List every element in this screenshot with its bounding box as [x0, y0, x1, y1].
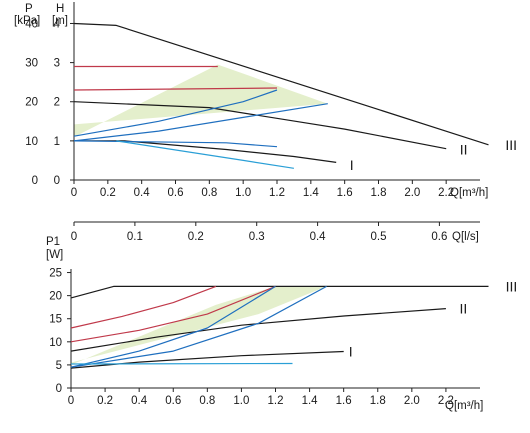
y-tick-label: 15	[49, 314, 62, 326]
y-left-tick-label: 20	[25, 97, 38, 109]
series-line	[73, 140, 278, 148]
series-label: II	[460, 141, 468, 157]
x-tick-label: 1.2	[268, 395, 284, 407]
series-line	[73, 89, 278, 137]
secondary-tick-label: 0.1	[127, 231, 143, 243]
y-left-tick-label: 0	[32, 175, 38, 187]
x-tick-label: 2.2	[438, 187, 454, 199]
x-axis-label-top: Q[m³/h]	[450, 187, 488, 199]
y-right-tick-label: 3	[54, 58, 60, 70]
series-line	[116, 140, 294, 169]
x-axis-label-bottom: Q[m³/h]	[445, 400, 483, 412]
y-tick-label: 20	[49, 291, 62, 303]
y-right-tick-label: 1	[54, 136, 60, 148]
series-label: III	[505, 137, 517, 153]
x-tick-label: 1.6	[336, 395, 352, 407]
y-left-tick-label: 30	[25, 58, 38, 70]
secondary-tick-label: 0.2	[188, 231, 204, 243]
series-line	[70, 285, 217, 329]
series-line	[70, 285, 276, 368]
series-line	[70, 362, 293, 365]
x-tick-label: 1.4	[302, 395, 319, 407]
series-line	[73, 101, 447, 150]
y-right-label-line1: H	[56, 3, 64, 15]
y-right-tick-label: 2	[54, 97, 60, 109]
y-tick-label: 0	[56, 383, 62, 395]
x-tick-label: 0.2	[100, 187, 116, 199]
series-line	[70, 350, 344, 369]
y-right-label-line2: [m]	[52, 15, 68, 27]
secondary-tick-label: 0.6	[431, 231, 447, 243]
series-line	[70, 285, 489, 299]
y-right-tick-label: 4	[54, 18, 61, 30]
x-tick-label: 2.2	[438, 395, 454, 407]
y-tick-label: 25	[49, 268, 62, 280]
x-tick-label: 0.4	[134, 187, 151, 199]
series-line	[73, 103, 328, 142]
series-line	[74, 140, 337, 163]
x-tick-label: 1.4	[303, 187, 320, 199]
series-line	[70, 308, 446, 352]
x-tick-label: 0	[71, 187, 77, 199]
y-left-label-line1: P	[25, 3, 33, 15]
x-tick-label: 1.0	[235, 187, 251, 199]
series-label: III	[506, 278, 518, 294]
x-tick-label: 2.0	[404, 395, 420, 407]
series-line	[73, 87, 278, 91]
y-right-tick-label: 0	[54, 175, 60, 187]
x-tick-label: 0.2	[97, 395, 113, 407]
power-chart: 0 0.2 0.4 0.6 0.8 1.0 1.2 1.4 1.6 1.8 2.0 2.2 0 5 10 15…	[49, 268, 517, 407]
power-y-label-line2: [W]	[46, 249, 63, 261]
secondary-tick-label: 0.3	[249, 231, 265, 243]
secondary-tick-label: 0	[71, 231, 77, 243]
y-left-label-line2: [kPa]	[14, 15, 40, 27]
operating-region	[74, 64, 328, 137]
x-tick-label: 0.8	[199, 395, 215, 407]
x-tick-label: 1.8	[371, 187, 387, 199]
y-left-tick-label: 10	[25, 136, 38, 148]
secondary-tick-label: 0.5	[371, 231, 387, 243]
secondary-x-label: Q[l/s]	[452, 231, 479, 243]
pressure-head-chart: 0 0.2 0.4 0.6 0.8 1.0 1.2 1.4 1.6 1.8 2.0 2.2001102…	[25, 2, 517, 199]
x-tick-label: 1.6	[337, 187, 353, 199]
flow-ls-axis: 0 0.1 0.2 0.3 0.4 0.5 0.6	[71, 221, 480, 243]
secondary-tick-label: 0.4	[310, 231, 327, 243]
x-tick-label: 1.8	[370, 395, 386, 407]
x-tick-label: 1.2	[269, 187, 285, 199]
x-tick-label: 1.0	[233, 395, 249, 407]
series-label: II	[460, 301, 468, 317]
x-tick-label: 0.8	[201, 187, 217, 199]
series-label: I	[349, 344, 353, 360]
y-left-tick-label: 40	[25, 18, 38, 30]
y-tick-label: 5	[56, 360, 62, 372]
operating-region	[71, 286, 327, 365]
series-line	[73, 22, 489, 146]
series-label: I	[350, 157, 354, 173]
series-line	[70, 285, 327, 368]
x-tick-label: 0.6	[168, 187, 184, 199]
x-tick-label: 2.0	[404, 187, 420, 199]
x-tick-label: 0.4	[131, 395, 148, 407]
y-tick-label: 10	[49, 337, 62, 349]
x-tick-label: 0	[68, 395, 74, 407]
x-tick-label: 0.6	[165, 395, 181, 407]
series-line	[70, 285, 276, 343]
power-y-label-line1: P1	[46, 236, 60, 248]
